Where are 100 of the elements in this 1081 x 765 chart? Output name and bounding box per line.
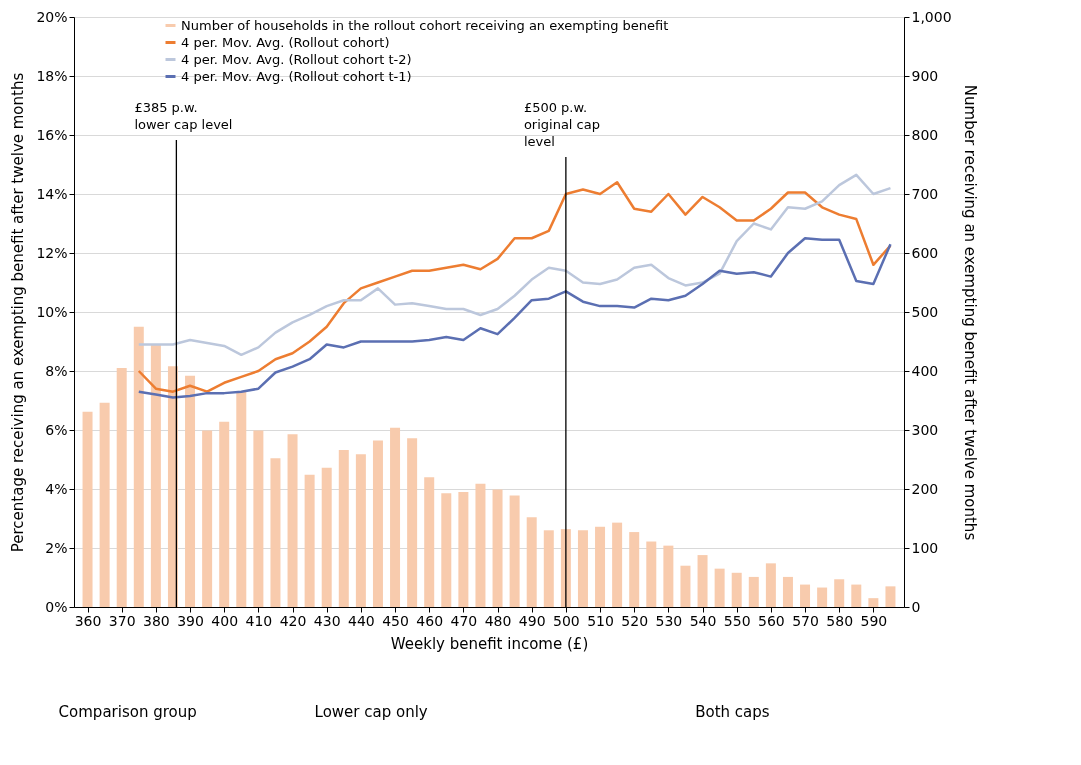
y-tick-label: 18% [36, 67, 68, 84]
y2-tick-label: 900 [911, 67, 939, 84]
ref-line-label: £500 p.w. original cap level [523, 100, 600, 149]
bar [731, 572, 742, 607]
bar [202, 430, 213, 607]
y2-tick-label: 700 [911, 185, 939, 202]
bar [646, 541, 657, 607]
y-tick-label: 20% [36, 8, 68, 25]
bar [885, 586, 896, 607]
bar [612, 522, 623, 607]
bar [219, 421, 230, 607]
x-tick-label: 360 [74, 612, 102, 629]
text: Both caps [695, 703, 770, 721]
x-tick-label: 530 [655, 612, 683, 629]
bar [577, 530, 588, 607]
line-series [137, 237, 892, 399]
x-tick-label: 370 [108, 612, 136, 629]
y-tick-label: 2% [45, 539, 68, 556]
x-tick-label: 400 [211, 612, 239, 629]
y2-tick-label: 800 [911, 126, 939, 143]
y2-tick-label: 200 [911, 480, 939, 497]
x-tick-label: 460 [416, 612, 444, 629]
legend-label: 4 per. Mov. Avg. (Rollout cohort t-2) [181, 51, 412, 67]
bar [390, 427, 401, 607]
ref-line-label: £385 p.w. lower cap level [134, 100, 233, 132]
bar [236, 391, 247, 607]
bar [270, 458, 281, 607]
y-tick-label: 12% [36, 244, 68, 261]
x-tick-label: 560 [758, 612, 785, 629]
x-tick-label: 540 [689, 612, 717, 629]
legend-label: 4 per. Mov. Avg. (Rollout cohort) [181, 34, 390, 50]
x-tick-label: 470 [450, 612, 478, 629]
y2-tick-label: 400 [911, 362, 939, 379]
x-tick-label: 480 [484, 612, 512, 629]
legend-label: 4 per. Mov. Avg. (Rollout cohort t-1) [181, 68, 412, 84]
x-tick-label: 590 [860, 612, 888, 629]
y-tick-label: 16% [36, 126, 68, 143]
bar [150, 344, 161, 607]
y-tick-label: 0% [45, 598, 68, 615]
line-series [137, 173, 892, 357]
bar [321, 467, 332, 607]
y-tick-label: 8% [45, 362, 68, 379]
bar [697, 555, 708, 607]
x-tick-label: 410 [245, 612, 273, 629]
bar [663, 545, 674, 607]
y-axis-title: Percentage receiving an exempting benefit after twelve months [9, 72, 28, 553]
bar [595, 526, 606, 607]
bar [765, 563, 776, 607]
bar [133, 326, 144, 607]
bar [868, 598, 879, 607]
bar [99, 402, 110, 607]
bar [629, 532, 640, 607]
x-tick-label: 510 [587, 612, 614, 629]
x-tick-label: 380 [143, 612, 170, 629]
x-tick-label: 440 [348, 612, 375, 629]
bar [800, 584, 811, 607]
x-tick-label: 570 [792, 612, 819, 629]
x-tick-label: 430 [313, 612, 341, 629]
x-tick-label: 520 [621, 612, 649, 629]
y2-tick-label: 300 [911, 421, 939, 438]
bar [851, 584, 862, 607]
bar [116, 368, 127, 607]
bar [372, 440, 383, 607]
bar [543, 530, 554, 607]
text: Lower cap only [314, 703, 428, 721]
bar [407, 438, 418, 607]
y2-tick-label: 100 [911, 539, 939, 556]
bar [82, 411, 93, 607]
bar [287, 434, 298, 607]
y-tick-label: 10% [36, 303, 68, 320]
x-tick-label: 500 [553, 612, 580, 629]
bar [441, 493, 452, 607]
bar [748, 576, 759, 607]
legend-label: Number of households in the rollout cohort receiving an exempting benefit [181, 17, 669, 33]
y-tick-label: 14% [36, 185, 68, 202]
bar [253, 430, 264, 607]
bar [475, 483, 486, 607]
bar [509, 495, 520, 607]
bar [355, 454, 366, 607]
y2-axis-title: Number receiving an exempting benefit after twelve months [960, 84, 979, 541]
y2-tick-label: 600 [911, 244, 939, 261]
y2-tick-label: 500 [911, 303, 939, 320]
bar [304, 474, 315, 607]
bar [185, 375, 196, 607]
x-tick-label: 420 [279, 612, 307, 629]
bar [338, 450, 349, 607]
x-tick-label: 490 [518, 612, 546, 629]
x-tick-label: 580 [826, 612, 854, 629]
bar [714, 568, 725, 607]
x-tick-label: 450 [382, 612, 409, 629]
y2-tick-label: 1,000 [911, 8, 952, 25]
x-tick-label: 550 [723, 612, 751, 629]
bar [680, 565, 691, 607]
bar [782, 576, 793, 607]
bar [492, 489, 503, 607]
bar [458, 491, 469, 607]
bar [424, 477, 435, 607]
y2-tick-label: 0 [911, 598, 921, 615]
bar [526, 517, 537, 607]
bar [834, 579, 845, 607]
